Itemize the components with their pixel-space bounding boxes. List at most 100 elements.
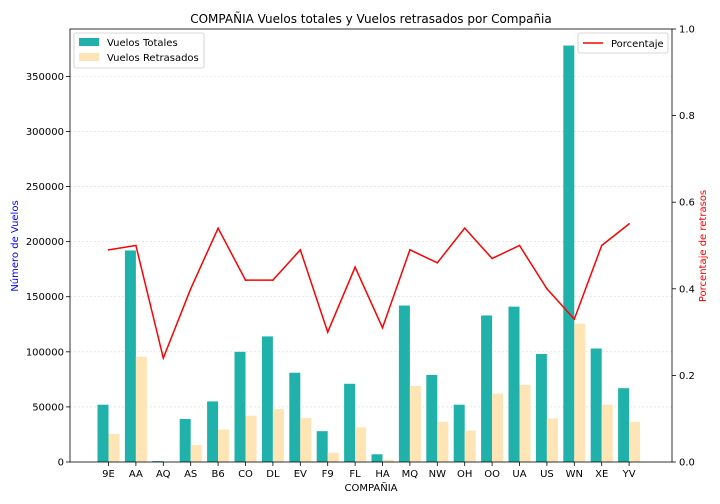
bar-retrasados-AA — [135, 356, 147, 462]
bar-retrasados-AS — [190, 444, 202, 462]
percentage-point-WN — [573, 318, 576, 320]
bars — [97, 45, 641, 462]
y2-tick-label: 0.8 — [679, 111, 695, 122]
x-tick-label-US: US — [540, 469, 554, 480]
percentage-point-UA — [518, 244, 521, 247]
bar-totales-AQ — [152, 461, 164, 462]
x-tick-label-OH: OH — [457, 469, 472, 480]
legend-swatch-retrasados — [79, 53, 99, 61]
bar-totales-HA — [371, 454, 383, 462]
bar-totales-WN — [563, 45, 575, 462]
y2-tick-label: 1.0 — [679, 25, 695, 36]
x-tick-label-9E: 9E — [102, 469, 115, 480]
y-tick-label: 0 — [58, 458, 64, 469]
y-tick-label: 150000 — [26, 292, 64, 303]
x-tick-label-CO: CO — [238, 469, 253, 480]
x-tick-label-AS: AS — [184, 469, 197, 480]
bar-retrasados-9E — [108, 433, 120, 462]
percentage-point-CO — [244, 279, 247, 281]
x-tick-label-YV: YV — [622, 469, 636, 480]
percentage-point-9E — [107, 249, 110, 251]
percentage-point-NW — [436, 262, 439, 264]
x-tick-label-NW: NW — [429, 469, 446, 480]
x-tick-label-AA: AA — [129, 469, 143, 480]
percentage-point-YV — [628, 223, 630, 225]
bar-retrasados-F9 — [327, 452, 339, 462]
bar-totales-NW — [426, 374, 438, 462]
bar-totales-OO — [481, 315, 493, 462]
y2-tick-label: 0.0 — [679, 458, 695, 469]
bar-retrasados-CO — [245, 415, 257, 462]
y-tick-label: 50000 — [32, 402, 64, 413]
right-axis-ticks: 0.0 0.2 0.4 0.6 0.8 1.0 — [672, 25, 695, 469]
chart-title: COMPAÑIA Vuelos totales y Vuelos retrasa… — [190, 11, 552, 26]
percentage-point-AA — [135, 244, 137, 247]
bar-totales-XE — [590, 348, 602, 462]
bar-totales-EV — [289, 372, 301, 462]
percentage-line — [108, 223, 630, 361]
legend-right: Porcentaje — [577, 32, 669, 54]
percentage-point-MQ — [409, 249, 411, 251]
bar-retrasados-XE — [601, 404, 613, 462]
percentage-point-AQ — [162, 357, 165, 359]
legend-swatch-totales — [79, 38, 99, 46]
bar-retrasados-WN — [574, 323, 586, 462]
bar-totales-US — [535, 354, 547, 462]
percentage-line-layer — [107, 223, 630, 361]
legend-label-totales: Vuelos Totales — [107, 38, 178, 49]
y-tick-label: 350000 — [26, 72, 64, 83]
x-axis-ticks: 9E AA AQ AS B6 CO DL EV F9 FL HA MQ NW OH OO UA US WN XE YV — [102, 462, 636, 480]
bar-totales-FL — [344, 383, 356, 462]
x-tick-label-F9: F9 — [322, 469, 334, 480]
y-tick-label: 200000 — [26, 237, 64, 248]
legend-left-box — [73, 32, 205, 69]
y2-tick-label: 0.6 — [679, 198, 695, 209]
bar-retrasados-US — [546, 418, 558, 462]
y-tick-label: 100000 — [26, 347, 64, 358]
legend-label-porcentaje: Porcentaje — [611, 39, 664, 50]
x-tick-label-AQ: AQ — [156, 469, 171, 480]
bar-retrasados-NW — [437, 421, 449, 462]
bar-totales-MQ — [398, 305, 410, 462]
bar-retrasados-DL — [272, 409, 284, 462]
percentage-point-US — [546, 288, 548, 290]
bar-totales-UA — [508, 306, 520, 462]
y-tick-label: 250000 — [26, 182, 64, 193]
y-axis-label: Número de Vuelos — [9, 200, 21, 291]
bar-retrasados-B6 — [218, 429, 230, 462]
y2-tick-label: 0.2 — [679, 371, 695, 382]
bar-totales-DL — [261, 336, 273, 462]
x-tick-label-UA: UA — [512, 469, 526, 480]
left-axis-ticks: 0 50000 100000 150000 200000 250000 300000 3500… — [26, 72, 70, 469]
bar-totales-OH — [453, 404, 465, 462]
x-tick-label-HA: HA — [375, 469, 390, 480]
bar-retrasados-OO — [492, 393, 504, 462]
y2-axis-label: Porcentaje de retrasos — [698, 190, 709, 302]
bar-totales-9E — [97, 404, 109, 462]
bar-retrasados-FL — [355, 427, 367, 462]
bar-totales-CO — [234, 351, 246, 462]
bar-retrasados-UA — [519, 384, 531, 462]
x-tick-label-FL: FL — [349, 469, 361, 480]
legend-left: Vuelos Totales Vuelos Retrasados — [73, 32, 205, 69]
x-tick-label-EV: EV — [294, 469, 307, 480]
bar-totales-AA — [124, 250, 136, 462]
percentage-point-OO — [491, 257, 493, 260]
percentage-point-EV — [299, 249, 302, 251]
y2-tick-label: 0.4 — [679, 284, 695, 295]
percentage-point-HA — [381, 326, 384, 329]
bar-totales-AS — [179, 419, 191, 462]
bar-retrasados-YV — [629, 421, 641, 462]
percentage-point-XE — [600, 244, 603, 247]
bar-retrasados-MQ — [409, 385, 421, 462]
legend-label-retrasados: Vuelos Retrasados — [107, 53, 199, 64]
percentage-point-B6 — [217, 227, 219, 229]
bar-totales-F9 — [316, 431, 328, 462]
plot-frame — [69, 28, 673, 463]
bar-retrasados-HA — [382, 459, 394, 462]
x-tick-label-XE: XE — [595, 469, 608, 480]
x-tick-label-WN: WN — [566, 469, 583, 480]
bar-retrasados-OH — [464, 430, 476, 462]
percentage-point-AS — [189, 288, 192, 290]
